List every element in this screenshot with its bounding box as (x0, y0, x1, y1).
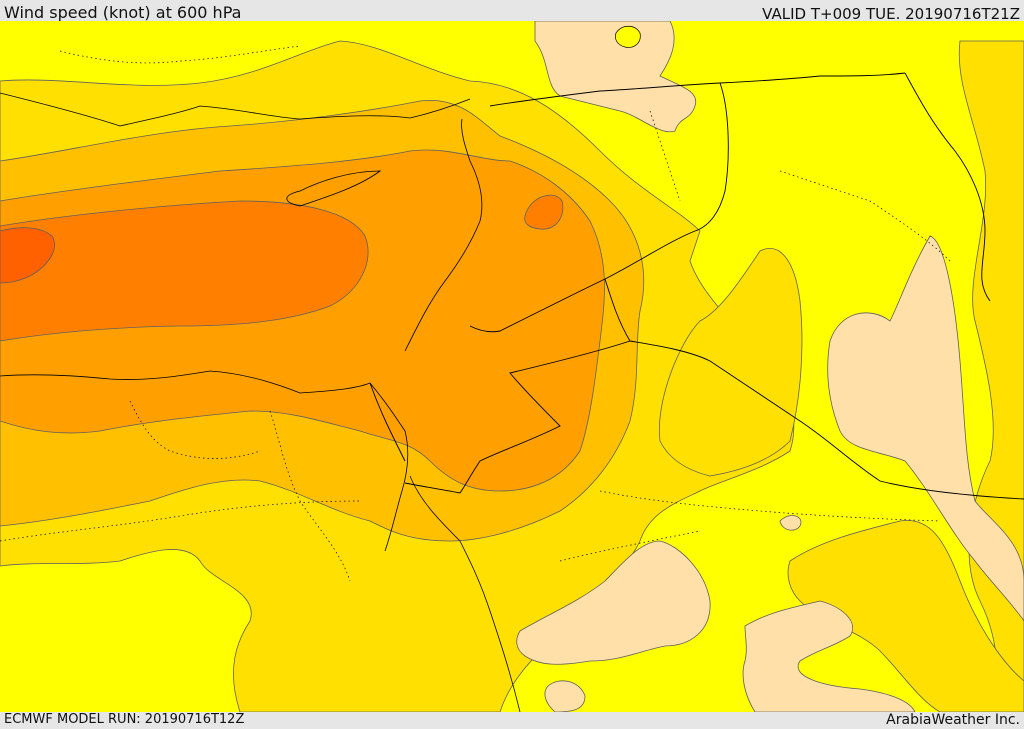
map-title: Wind speed (knot) at 600 hPa (4, 3, 242, 22)
credit-label: ArabiaWeather Inc. (886, 712, 1020, 728)
calm-patch-small-2 (544, 680, 586, 712)
valid-time-label: VALID T+009 TUE. 20190716T21Z (762, 5, 1020, 23)
contour-band-dark-orange (0, 200, 369, 342)
contour-band-gold-central (658, 248, 803, 477)
lake-north (615, 25, 641, 48)
country-borders (369, 72, 1024, 500)
contour-blob-dark-orange (524, 194, 564, 230)
model-run-label: ECMWF MODEL RUN: 20190716T12Z (4, 712, 245, 727)
administrative-boundaries (0, 45, 951, 582)
contour-core-red-orange (0, 227, 55, 284)
calm-area-east (827, 235, 1024, 622)
coastlines (0, 92, 521, 712)
calm-area-southeast (742, 600, 916, 712)
calm-area-north (534, 21, 697, 133)
calm-area-south (516, 540, 711, 665)
wind-speed-map[interactable] (0, 21, 1024, 712)
calm-patch-small-1 (779, 515, 802, 531)
